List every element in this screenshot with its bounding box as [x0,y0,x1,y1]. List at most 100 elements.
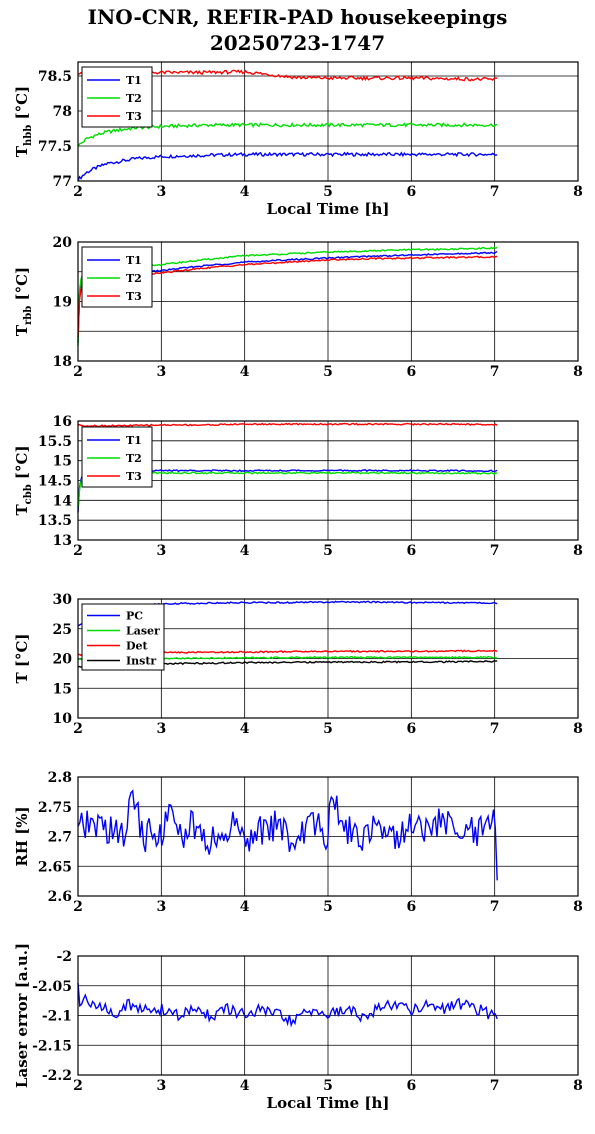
legend-label: T2 [126,272,142,285]
legend-label: Instr [126,655,156,668]
x-tick-label: 8 [573,543,583,559]
y-tick-label: 77.5 [38,139,72,155]
y-axis-label: RH [%] [13,806,31,866]
y-tick-label: 14.5 [38,474,72,490]
legend-label: T2 [126,92,142,105]
y-tick-label: -2.05 [32,979,72,995]
chart-panel-6: 2 3 4 5 6 7 8 -2.2 -2.15 -2.1 -2.05 -2 Local Time [h… [13,943,583,1112]
y-axis-label: Trbb [°C] [13,267,34,336]
y-tick-label: 2.7 [48,830,72,846]
y-tick-label: -2.15 [32,1038,72,1054]
y-axis-label: T [°C] [13,633,31,683]
x-tick-label: 5 [323,721,333,737]
x-tick-label: 3 [156,364,166,380]
chart-panel-5: 2 3 4 5 6 7 8 2.6 2.65 2.7 2.75 2.8 RH [%] [13,770,583,915]
series-line-t2 [77,121,498,148]
legend-label: T3 [126,110,142,123]
x-tick-label: 7 [490,1078,500,1094]
series-line-signal-1 [77,789,498,881]
legend-box [81,246,153,308]
plot-frame [77,241,579,362]
legend: T1 T2 T3 [81,66,153,128]
legend-label: T1 [126,74,142,87]
x-tick-label: 4 [240,543,250,559]
plot-frame [77,598,579,719]
x-tick-label: 7 [490,184,500,200]
y-tick-label: 16 [53,414,72,430]
x-tick-label: 2 [73,1078,83,1094]
x-tick-label: 4 [240,721,250,737]
y-tick-label: 10 [53,711,73,727]
y-tick-label: 19 [53,295,72,311]
x-tick-label: 6 [406,364,416,380]
y-tick-label: 78 [53,104,72,120]
y-tick-label: 2.65 [38,859,72,875]
x-tick-label: 5 [323,364,333,380]
x-tick-label: 8 [573,721,583,737]
y-tick-label: 14 [53,493,73,509]
legend-label: Laser [126,625,160,638]
x-tick-label: 6 [406,899,416,915]
x-tick-label: 6 [406,721,416,737]
x-tick-label: 3 [156,721,166,737]
legend-label: T2 [126,452,142,465]
x-tick-label: 4 [240,899,250,915]
y-tick-label: 20 [53,652,73,668]
y-tick-label: 30 [53,592,73,608]
x-tick-label: 5 [323,543,333,559]
page-title-line-1: INO-CNR, REFIR-PAD housekeepings [87,5,508,29]
legend-label: T3 [126,290,142,303]
x-tick-label: 2 [73,899,83,915]
y-axis-label: Tcbb [°C] [13,445,34,515]
y-tick-label: 2.75 [38,800,72,816]
y-tick-label: 78.5 [38,69,72,85]
y-tick-label: 13 [53,533,72,549]
x-tick-label: 2 [73,364,83,380]
legend-label: PC [126,610,143,623]
legend: T1 T2 T3 [81,426,153,488]
x-tick-label: 7 [490,899,500,915]
plot-frame [77,955,579,1076]
y-tick-label: 2.6 [48,889,72,905]
y-axis-label: Laser error [a.u.] [13,943,31,1088]
y-tick-label: 18 [53,354,72,370]
legend-label: Det [126,640,149,653]
x-tick-label: 3 [156,543,166,559]
x-tick-label: 7 [490,364,500,380]
x-axis-label: Local Time [h] [267,1094,390,1112]
x-tick-label: 8 [573,1078,583,1094]
chart-panel-3: 2 3 4 5 6 7 8 13 13.5 14 14.5 15 15.5 16 Tcbb [°C] T1 T2… [13,414,583,559]
y-tick-label: 77 [53,174,72,190]
plot-frame [77,420,579,541]
series-line-t1 [77,151,498,182]
legend-box [81,426,153,488]
chart-panel-4: 2 3 4 5 6 7 8 10 15 20 25 30 T [°C] PC Laser Det Instr [13,592,583,737]
y-tick-label: -2.2 [42,1068,72,1084]
series-line-signal-1 [77,983,498,1028]
x-tick-label: 4 [240,364,250,380]
page-title-line-2: 20250723-1747 [209,31,386,55]
x-tick-label: 7 [490,543,500,559]
y-tick-label: 15 [53,454,72,470]
x-tick-label: 7 [490,721,500,737]
x-tick-label: 6 [406,543,416,559]
legend: T1 T2 T3 [81,246,153,308]
legend-label: T1 [126,254,142,267]
y-tick-label: 25 [53,622,72,638]
legend-label: T3 [126,470,142,483]
x-tick-label: 4 [240,184,250,200]
x-axis-label: Local Time [h] [267,200,390,218]
series-line-t3 [77,422,498,428]
chart-panel-2: 2 3 4 5 6 7 8 18 19 20 Trbb [°C] T1 T2 T3 [13,235,583,380]
x-tick-label: 3 [156,1078,166,1094]
x-tick-label: 6 [406,1078,416,1094]
y-axis-label: Thbb [°C] [13,86,34,157]
y-tick-label: 20 [53,235,73,251]
y-tick-label: 13.5 [38,513,72,529]
y-tick-label: -2 [56,949,72,965]
plot-frame [77,776,579,897]
x-tick-label: 8 [573,899,583,915]
x-tick-label: 5 [323,1078,333,1094]
x-tick-label: 3 [156,184,166,200]
